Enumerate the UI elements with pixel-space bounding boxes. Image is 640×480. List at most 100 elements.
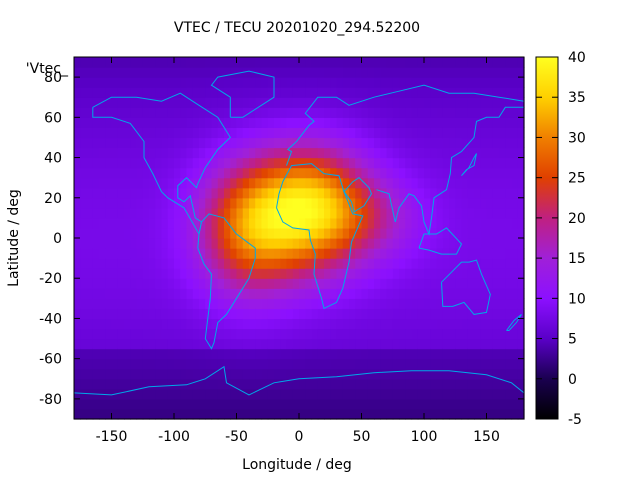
heatmap-cell xyxy=(74,97,81,108)
heatmap-cell xyxy=(430,207,438,219)
heatmap-cell xyxy=(236,278,244,289)
heatmap-cell xyxy=(292,207,300,219)
heatmap-cell xyxy=(180,308,188,320)
heatmap-cell xyxy=(342,258,350,269)
heatmap-cell xyxy=(99,348,106,360)
heatmap-cell xyxy=(161,328,169,340)
heatmap-cell xyxy=(130,318,138,330)
heatmap-cell xyxy=(267,207,275,219)
heatmap-cell xyxy=(380,107,388,118)
heatmap-cell xyxy=(180,197,188,209)
heatmap-cell xyxy=(374,308,381,320)
heatmap-cell xyxy=(174,388,181,400)
heatmap-cell xyxy=(99,268,106,279)
heatmap-cell xyxy=(486,368,494,380)
heatmap-cell xyxy=(336,398,344,410)
heatmap-cell xyxy=(111,238,119,249)
heatmap-cell xyxy=(311,107,319,118)
heatmap-cell xyxy=(242,107,250,118)
heatmap-cell xyxy=(149,57,156,68)
heatmap-cell xyxy=(299,318,306,330)
heatmap-cell xyxy=(336,268,344,279)
heatmap-cell xyxy=(205,167,213,179)
heatmap-cell xyxy=(449,238,456,249)
heatmap-cell xyxy=(161,368,169,380)
heatmap-cell xyxy=(174,408,181,420)
heatmap-cell xyxy=(299,248,306,259)
heatmap-cell xyxy=(192,217,200,229)
heatmap-cell xyxy=(74,77,81,88)
heatmap-cell xyxy=(480,107,488,118)
heatmap-cell xyxy=(86,288,94,299)
heatmap-cell xyxy=(467,328,475,340)
heatmap-cell xyxy=(280,87,288,98)
heatmap-cell xyxy=(505,127,513,139)
heatmap-cell xyxy=(355,258,363,269)
heatmap-cell xyxy=(105,77,113,88)
heatmap-cell xyxy=(486,107,494,118)
heatmap-cell xyxy=(405,177,413,189)
heatmap-cell xyxy=(392,207,400,219)
heatmap-cell xyxy=(180,288,188,299)
heatmap-cell xyxy=(411,157,419,169)
heatmap-cell xyxy=(405,398,413,410)
heatmap-cell xyxy=(330,197,338,209)
heatmap-cell xyxy=(117,207,125,219)
heatmap-cell xyxy=(486,398,494,410)
heatmap-cell xyxy=(361,408,369,420)
heatmap-cell xyxy=(417,348,425,360)
heatmap-cell xyxy=(411,97,419,108)
heatmap-cell xyxy=(142,348,150,360)
heatmap-cell xyxy=(417,338,425,350)
heatmap-cell xyxy=(499,258,506,269)
heatmap-cell xyxy=(205,408,213,420)
heatmap-cell xyxy=(480,358,488,370)
heatmap-cell xyxy=(74,117,81,128)
heatmap-cell xyxy=(236,77,244,88)
heatmap-cell xyxy=(342,127,350,139)
heatmap-cell xyxy=(424,197,431,209)
heatmap-cell xyxy=(355,207,363,219)
heatmap-cell xyxy=(255,217,263,229)
heatmap-cell xyxy=(99,398,106,410)
heatmap-cell xyxy=(80,197,88,209)
heatmap-cell xyxy=(349,348,356,360)
heatmap-cell xyxy=(149,398,156,410)
heatmap-cell xyxy=(105,57,113,68)
heatmap-cell xyxy=(517,268,525,279)
heatmap-cell xyxy=(305,67,313,78)
heatmap-cell xyxy=(242,368,250,380)
heatmap-cell xyxy=(517,308,525,320)
heatmap-cell xyxy=(105,258,113,269)
heatmap-cell xyxy=(174,147,181,159)
heatmap-cell xyxy=(492,318,500,330)
heatmap-cell xyxy=(299,308,306,320)
heatmap-cell xyxy=(99,278,106,289)
heatmap-cell xyxy=(436,157,444,169)
heatmap-cell xyxy=(192,227,200,239)
heatmap-cell xyxy=(211,308,219,320)
heatmap-cell xyxy=(155,147,163,159)
heatmap-cell xyxy=(280,227,288,239)
heatmap-cell xyxy=(405,97,413,108)
heatmap-cell xyxy=(474,268,481,279)
heatmap-cell xyxy=(374,398,381,410)
heatmap-cell xyxy=(74,358,81,370)
heatmap-cell xyxy=(167,398,175,410)
heatmap-cell xyxy=(286,107,294,118)
heatmap-cell xyxy=(80,388,88,400)
heatmap-cell xyxy=(292,227,300,239)
heatmap-cell xyxy=(261,308,269,320)
heatmap-cell xyxy=(249,408,256,420)
heatmap-cell xyxy=(149,308,156,320)
heatmap-cell xyxy=(374,117,381,128)
heatmap-cell xyxy=(330,338,338,350)
heatmap-cell xyxy=(124,97,131,108)
overlay-label: 'Vtec_ xyxy=(26,61,69,77)
heatmap-cell xyxy=(274,308,281,320)
heatmap-cell xyxy=(161,268,169,279)
heatmap-cell xyxy=(167,177,175,189)
heatmap-cell xyxy=(186,238,194,249)
heatmap-cell xyxy=(311,217,319,229)
coastline xyxy=(343,177,373,213)
